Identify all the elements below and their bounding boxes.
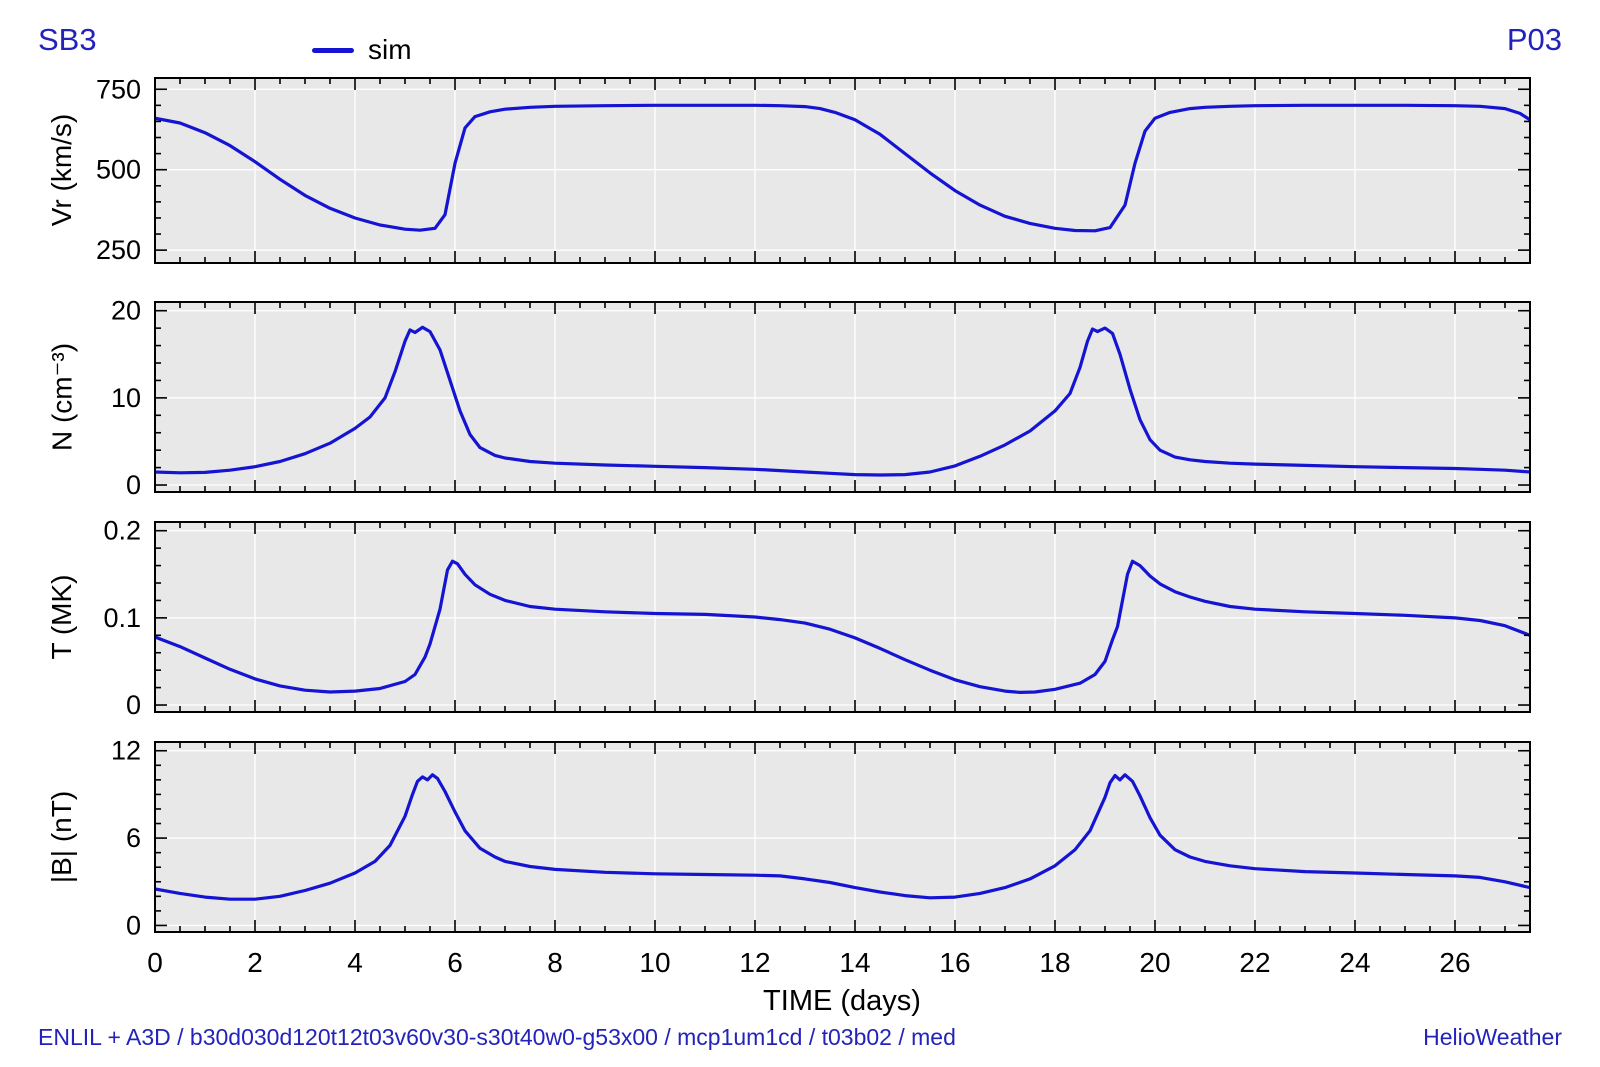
legend: sim [312, 34, 412, 66]
svg-text:0.2: 0.2 [103, 516, 141, 546]
run-label-right: P03 [1506, 22, 1562, 57]
svg-text:16: 16 [939, 947, 970, 978]
svg-text:0: 0 [126, 470, 141, 500]
x-axis-title: TIME (days) [763, 985, 921, 1017]
svg-text:20: 20 [1139, 947, 1170, 978]
helioweather-credit: HelioWeather [1423, 1024, 1562, 1050]
svg-text:12: 12 [111, 736, 141, 766]
model-run-caption: ENLIL + A3D / b30d030d120t12t03v60v30-s3… [38, 1024, 956, 1050]
y-axis-title-n: N (cm⁻³) [46, 342, 78, 452]
svg-text:6: 6 [447, 947, 463, 978]
svg-text:20: 20 [111, 296, 141, 326]
svg-text:26: 26 [1439, 947, 1470, 978]
svg-text:0.1: 0.1 [103, 603, 141, 633]
legend-line-swatch [312, 47, 354, 53]
svg-text:750: 750 [96, 74, 141, 104]
svg-text:18: 18 [1039, 947, 1070, 978]
svg-text:0: 0 [126, 690, 141, 720]
legend-label: sim [368, 34, 412, 65]
svg-text:10: 10 [639, 947, 670, 978]
y-axis-title-vr: Vr (km/s) [46, 113, 77, 227]
svg-text:4: 4 [347, 947, 363, 978]
svg-text:2: 2 [247, 947, 263, 978]
run-label-left: SB3 [38, 22, 97, 57]
svg-text:14: 14 [839, 947, 870, 978]
svg-text:0: 0 [147, 947, 163, 978]
svg-text:6: 6 [126, 823, 141, 853]
svg-text:250: 250 [96, 235, 141, 265]
svg-text:8: 8 [547, 947, 563, 978]
svg-text:500: 500 [96, 155, 141, 185]
y-axis-title-t: T (MK) [46, 574, 77, 660]
y-axis-title-b: |B| (nT) [46, 790, 77, 884]
svg-text:24: 24 [1339, 947, 1370, 978]
svg-text:10: 10 [111, 383, 141, 413]
svg-text:12: 12 [739, 947, 770, 978]
svg-text:22: 22 [1239, 947, 1270, 978]
svg-text:0: 0 [126, 910, 141, 940]
